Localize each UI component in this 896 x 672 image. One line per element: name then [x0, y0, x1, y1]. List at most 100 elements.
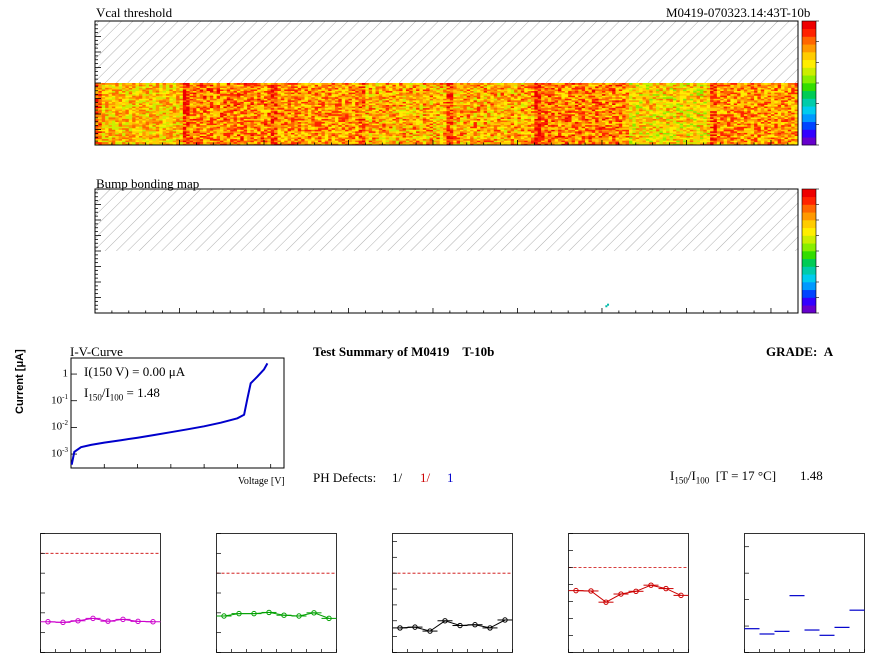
vcal-palette-cell [802, 129, 816, 138]
iv-y-tick: 1 [62, 367, 69, 380]
iv-y-tick: 10-1 [51, 392, 68, 407]
masked-region [95, 189, 798, 251]
data-point [618, 591, 624, 597]
vcal-palette-cell [802, 121, 816, 130]
iv-xlabel: Voltage [V] [238, 476, 285, 487]
roc-block [446, 83, 535, 146]
iv-series-line [70, 362, 269, 465]
data-point [487, 625, 493, 631]
iv-title: I-V-Curve [70, 344, 123, 359]
bump-palette-cell [802, 297, 816, 306]
data-point [603, 599, 609, 605]
vcal-palette-cell [802, 28, 816, 37]
vcal-palette-cell [802, 59, 816, 68]
vcal-palette-cell [802, 44, 816, 53]
data-point [150, 619, 156, 625]
iv-i150-label: I(150 V) = 0.00 μA [84, 364, 186, 379]
data-point [442, 618, 448, 624]
bump-palette-cell [802, 220, 816, 229]
summary-title: Test Summary of M0419 T-10b [313, 344, 495, 359]
data-point [573, 587, 579, 594]
dead-bump-point [607, 303, 610, 306]
ratio-row-value: 1.48 [800, 468, 823, 483]
vcal-palette-cell [802, 21, 816, 30]
data-point [45, 619, 51, 625]
bump-palette-cell [802, 274, 816, 283]
data-point [281, 612, 287, 618]
ratio-row-label: I150/I100 [T = 17 °C] [670, 468, 777, 486]
roc-block [182, 83, 272, 146]
data-point [251, 610, 257, 617]
data-point [120, 616, 126, 623]
data-point [427, 628, 433, 634]
ph-defects-value-2: 1/ [420, 470, 431, 485]
small-plot [568, 533, 689, 653]
ph-defects-value-3: 1 [447, 470, 454, 485]
data-point [221, 613, 227, 619]
bump-palette-cell [802, 282, 816, 291]
roc-block [710, 83, 799, 146]
data-point [588, 588, 594, 594]
data-point [472, 622, 478, 628]
map-title: Vcal threshold [96, 5, 173, 20]
grade: GRADE: A [766, 344, 834, 359]
data-point [648, 582, 654, 588]
iv-curve-plot [70, 357, 285, 469]
vcal-palette-cell [802, 67, 816, 76]
data-point [135, 618, 141, 625]
vcal-palette-cell [802, 114, 816, 123]
iv-y-tick: 10-3 [51, 446, 68, 460]
vcal-palette-cell [802, 75, 816, 84]
small-plot [40, 533, 161, 653]
data-point [236, 610, 242, 617]
bump-palette-cell [802, 258, 816, 267]
vcal-palette-cell [802, 36, 816, 45]
roc-block [358, 83, 447, 146]
bump-title: Bump bonding map [96, 176, 200, 191]
bump-palette-cell [802, 243, 816, 252]
iv-ylabel: Current [μA] [14, 349, 26, 414]
masked-region [95, 21, 798, 83]
data-point [678, 592, 684, 599]
bump-palette-cell [802, 235, 816, 244]
vcal-palette-cell [802, 106, 816, 115]
bump-palette-cell [802, 305, 816, 314]
bump-palette-cell [802, 212, 816, 221]
ph-defects-value-1: 1/ [392, 470, 403, 485]
data-point [266, 609, 272, 616]
data-point [633, 588, 639, 594]
iv-ratio-label: I150/I100 = 1.48 [84, 385, 160, 403]
roc-block [270, 83, 359, 146]
data-point [311, 610, 317, 616]
ph-defects-label: PH Defects: [313, 470, 377, 485]
vcal-palette-cell [802, 90, 816, 99]
data-point [105, 618, 111, 624]
data-point [412, 624, 418, 630]
bump-palette-cell [802, 289, 816, 298]
roc-block [534, 83, 623, 146]
bump-palette-cell [802, 227, 816, 236]
vcal-palette-cell [802, 83, 816, 92]
vcal-palette-cell [802, 52, 816, 61]
data-point [326, 615, 332, 622]
small-plot [392, 533, 513, 653]
bump-palette-cell [802, 251, 816, 260]
data-point [397, 625, 403, 631]
small-plot [216, 533, 337, 653]
data-point [663, 585, 669, 592]
small-plot [744, 533, 865, 653]
data-point [296, 613, 302, 619]
iv-y-tick: 10-2 [51, 419, 68, 434]
dead-bump-point [605, 305, 608, 308]
module-id: M0419-070323.14:43T-10b [666, 5, 811, 20]
data-point [75, 618, 81, 624]
bump-palette-cell [802, 204, 816, 213]
vcal-threshold-map [94, 20, 819, 146]
vcal-palette-cell [802, 137, 816, 146]
bump-palette-cell [802, 196, 816, 205]
vcal-palette-cell [802, 98, 816, 107]
bump-bonding-map [94, 188, 819, 314]
roc-block [622, 83, 711, 146]
data-point [90, 615, 96, 622]
